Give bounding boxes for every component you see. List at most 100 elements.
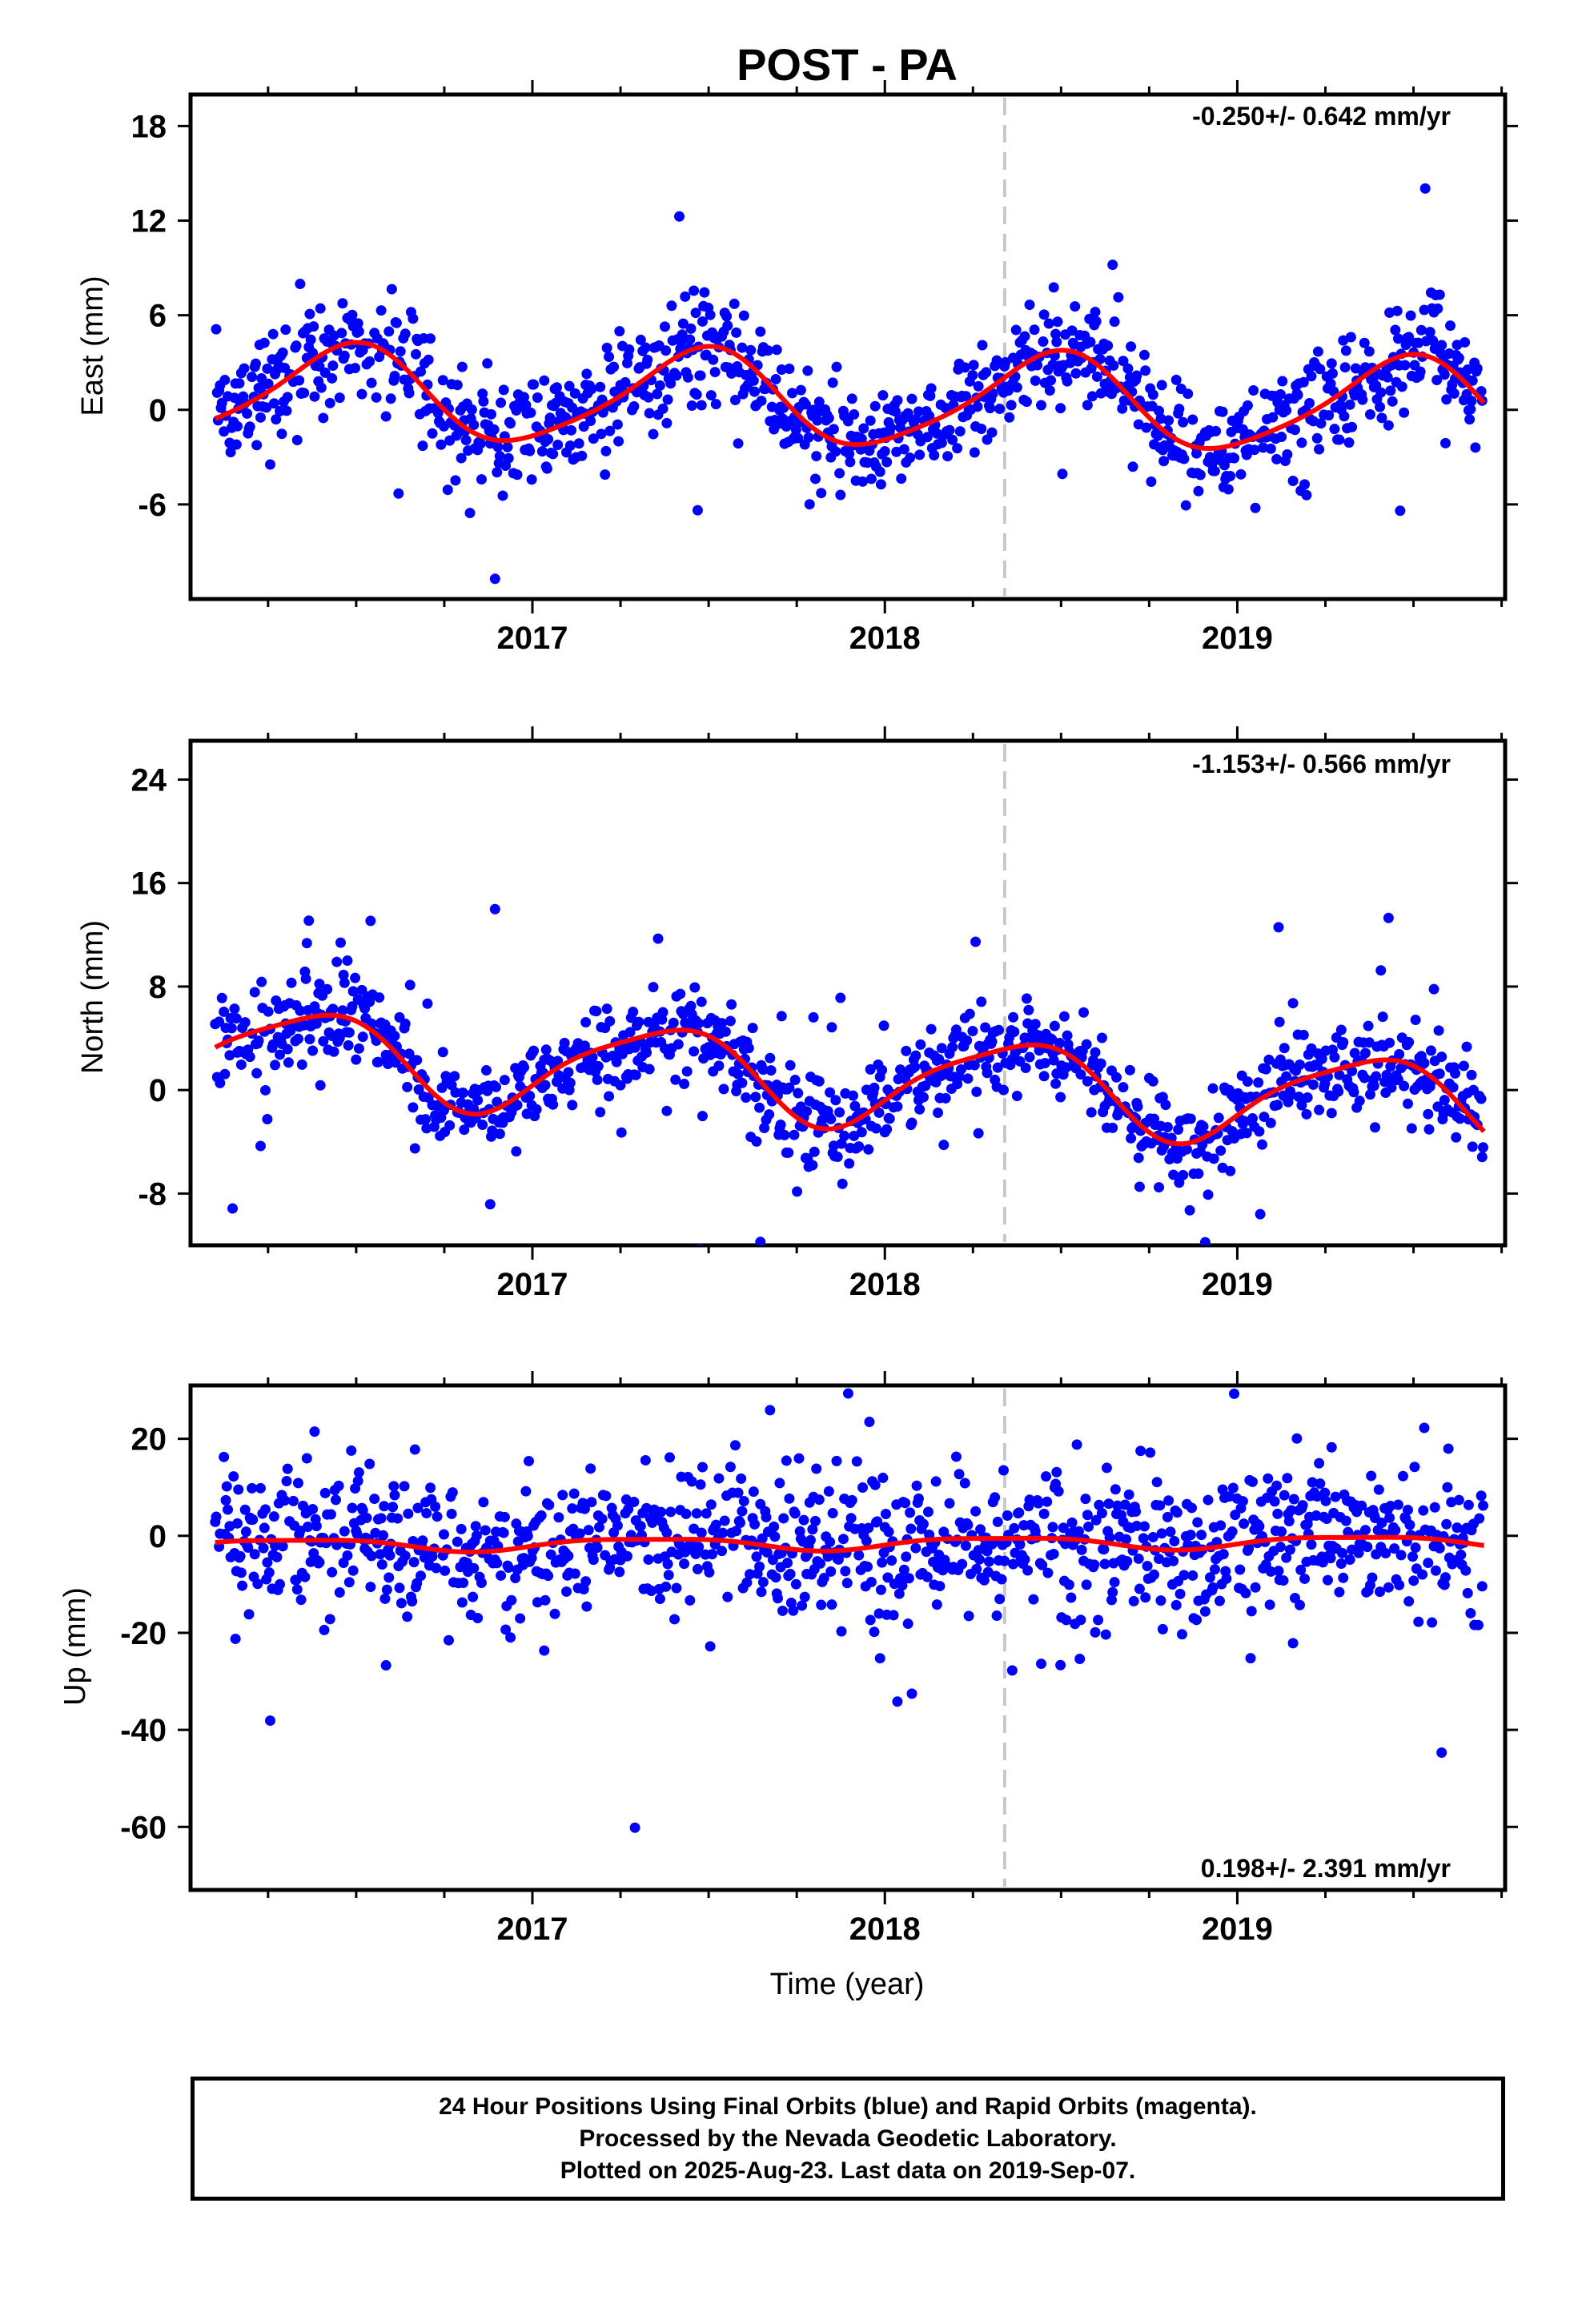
north-data-point <box>472 1095 484 1106</box>
up-data-point <box>1246 1606 1257 1617</box>
north-data-point <box>512 1100 523 1111</box>
up-data-point <box>364 1458 375 1470</box>
up-data-point <box>1254 1521 1265 1532</box>
north-data-point <box>641 1047 652 1058</box>
up-data-point <box>782 1558 793 1569</box>
page-title: POST - PA <box>737 39 958 90</box>
up-data-point <box>663 1570 674 1581</box>
east-data-point <box>1029 324 1040 336</box>
north-data-point <box>685 1000 697 1011</box>
up-data-point <box>1074 1653 1086 1664</box>
up-data-point <box>383 1572 395 1583</box>
up-data-point <box>303 1522 314 1533</box>
up-data-point <box>815 1558 826 1569</box>
north-series-group <box>210 903 1489 1245</box>
up-data-point <box>1319 1487 1331 1498</box>
east-data-point <box>1344 399 1355 410</box>
north-data-point <box>1423 1124 1435 1135</box>
east-data-point <box>844 448 855 460</box>
north-data-point <box>235 1059 247 1070</box>
up-data-point <box>917 1518 929 1530</box>
north-data-point <box>964 1008 975 1019</box>
east-data-point <box>642 354 653 365</box>
east-data-point <box>1439 369 1450 380</box>
east-data-point <box>803 432 814 443</box>
east-data-point <box>576 450 588 461</box>
east-data-point <box>437 375 448 386</box>
north-data-point <box>906 1117 917 1128</box>
east-xtick-label: 2017 <box>497 621 568 656</box>
up-data-point <box>629 1822 640 1833</box>
up-data-point <box>954 1469 965 1480</box>
north-data-point <box>1368 1080 1379 1092</box>
up-data-point <box>1089 1559 1100 1570</box>
up-data-point <box>540 1594 551 1606</box>
east-data-point <box>1193 485 1204 497</box>
up-data-point <box>888 1610 899 1621</box>
east-data-point <box>1382 372 1393 383</box>
up-data-point <box>693 1542 705 1553</box>
east-data-point <box>766 401 777 412</box>
east-data-point <box>1211 425 1222 436</box>
up-data-point <box>458 1577 469 1588</box>
footer-line-plotted: Plotted on 2025-Aug-23. Last data on 201… <box>560 2157 1136 2184</box>
up-data-point <box>654 1594 665 1605</box>
north-data-point <box>1259 1112 1270 1123</box>
east-data-point <box>1289 424 1300 436</box>
east-data-point <box>827 377 838 388</box>
east-data-point <box>569 388 580 399</box>
north-data-point <box>1157 1092 1168 1103</box>
up-data-point <box>258 1542 269 1554</box>
east-data-point <box>251 440 263 451</box>
east-data-point <box>339 350 350 361</box>
up-data-point <box>333 1480 344 1491</box>
north-data-point <box>1363 1037 1375 1048</box>
up-data-point <box>1385 1501 1396 1512</box>
north-data-point <box>955 1063 966 1075</box>
east-data-point <box>601 342 612 353</box>
north-data-point <box>910 1050 921 1061</box>
east-data-point <box>389 371 400 382</box>
up-data-point <box>403 1508 414 1519</box>
north-data-point <box>1048 1055 1059 1066</box>
north-data-point <box>540 1080 551 1091</box>
east-data-point <box>671 370 682 381</box>
up-data-point <box>235 1567 247 1578</box>
east-data-point <box>745 344 757 356</box>
up-data-point <box>431 1562 442 1574</box>
north-data-point <box>825 1114 837 1125</box>
east-data-point <box>1415 324 1427 336</box>
up-data-point <box>1133 1553 1144 1564</box>
up-data-point <box>793 1453 805 1464</box>
up-data-point <box>840 1566 851 1577</box>
up-data-point <box>695 1479 706 1490</box>
east-data-point <box>250 358 261 369</box>
up-data-point <box>499 1511 510 1522</box>
up-data-point <box>327 1566 338 1578</box>
east-data-point <box>738 310 749 321</box>
up-data-point <box>1100 1629 1111 1640</box>
north-data-point <box>982 1068 993 1079</box>
up-data-point <box>669 1614 681 1625</box>
up-data-point <box>1042 1567 1054 1578</box>
up-data-point <box>247 1482 258 1494</box>
east-data-point <box>770 374 781 385</box>
up-data-point <box>237 1580 248 1591</box>
east-data-point <box>541 463 552 474</box>
east-data-point <box>1011 382 1022 393</box>
north-data-point <box>259 1084 271 1096</box>
east-data-point <box>1250 502 1261 513</box>
east-data-point <box>366 377 377 388</box>
up-data-point <box>1170 1599 1182 1610</box>
north-data-point <box>1090 1047 1101 1058</box>
north-data-point <box>1168 1169 1179 1180</box>
east-data-point <box>644 408 655 419</box>
east-ytick-label: 18 <box>131 109 167 144</box>
up-data-point <box>1263 1473 1274 1484</box>
north-data-point <box>1354 1096 1365 1107</box>
north-data-point <box>668 1017 679 1028</box>
north-data-point <box>492 1096 503 1108</box>
east-data-point <box>1258 442 1269 453</box>
east-data-point <box>1248 385 1259 396</box>
north-data-point <box>275 1049 286 1060</box>
